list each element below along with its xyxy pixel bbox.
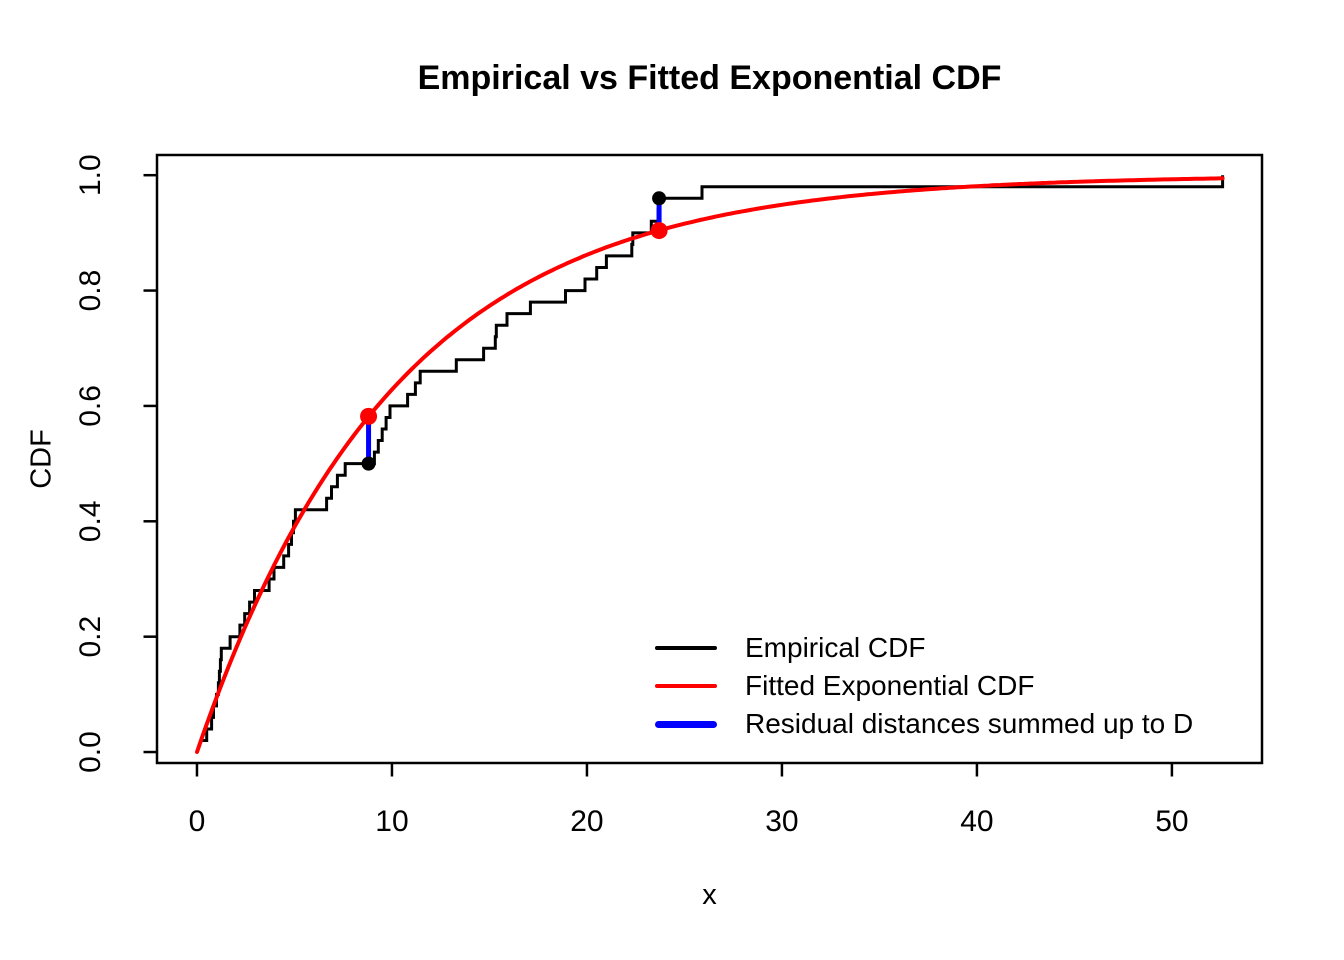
y-tick-label: 0.6 [74, 385, 107, 427]
y-tick-label: 0.2 [74, 616, 107, 658]
y-tick-label: 1.0 [74, 154, 107, 196]
x-tick-label: 30 [765, 805, 798, 838]
legend: Empirical CDF Fitted Exponential CDF Res… [655, 629, 1193, 743]
y-tick-label: 0.4 [74, 500, 107, 542]
x-tick-label: 20 [570, 805, 603, 838]
legend-item-residual: Residual distances summed up to D [655, 705, 1193, 743]
y-tick-label: 0.8 [74, 270, 107, 312]
legend-line-swatch-empirical [655, 646, 717, 650]
x-axis-title: x [702, 879, 717, 911]
legend-item-empirical: Empirical CDF [655, 629, 1193, 667]
legend-label-fitted: Fitted Exponential CDF [745, 670, 1035, 701]
x-tick-label: 40 [960, 805, 993, 838]
legend-line-swatch-residual [655, 720, 717, 728]
plot-box [155, 153, 1264, 765]
fitted-point-1 [360, 407, 378, 425]
x-tick-label: 0 [189, 805, 206, 838]
chart-title: Empirical vs Fitted Exponential CDF [417, 59, 1002, 97]
empirical-point-2 [652, 191, 667, 206]
legend-item-fitted: Fitted Exponential CDF [655, 667, 1193, 705]
fitted-point-2 [650, 222, 668, 240]
empirical-point-1 [361, 456, 376, 471]
x-tick-label: 50 [1155, 805, 1188, 838]
legend-label-residual: Residual distances summed up to D [745, 708, 1194, 739]
legend-line-swatch-fitted [655, 684, 717, 688]
y-tick-label: 0.0 [74, 731, 107, 773]
x-tick-label: 10 [375, 805, 408, 838]
legend-label-empirical: Empirical CDF [745, 632, 926, 663]
